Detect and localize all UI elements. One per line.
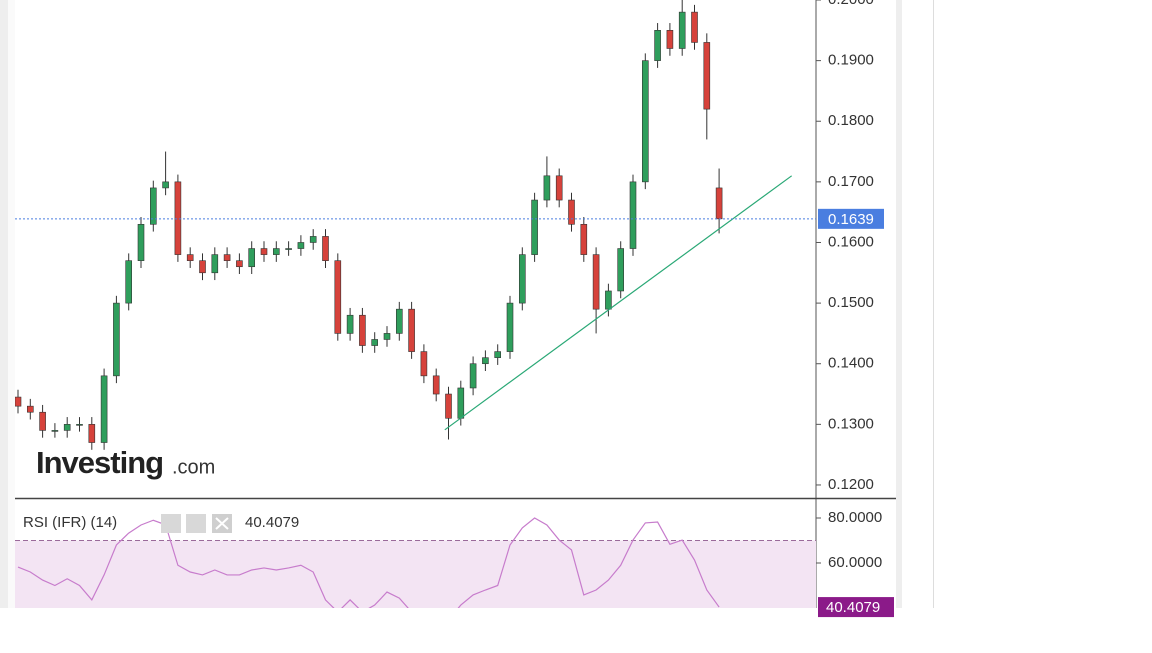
candle-body: [236, 260, 243, 268]
candle-body: [211, 254, 219, 274]
y-tick-label: 80.0000: [828, 509, 882, 526]
candle-body: [309, 236, 317, 243]
candle-body: [26, 405, 34, 413]
candle-body: [654, 30, 661, 61]
candle-body: [432, 375, 440, 395]
candle-body: [371, 339, 379, 346]
y-tick-label: 0.1200: [828, 476, 874, 493]
candle-body: [666, 30, 674, 49]
candle-body: [63, 424, 71, 431]
candle-body: [469, 363, 477, 389]
candle-body: [272, 248, 280, 255]
rsi-legend-value: 40.4079: [245, 514, 299, 531]
axes: 0.1200 0.1300 0.1400 0.1500 0.1600 0.1700 0.18…: [816, 0, 894, 618]
candle-body: [39, 411, 46, 431]
rsi-last-label: 40.4079: [826, 599, 880, 616]
candle-body: [691, 11, 698, 43]
candle-body: [568, 199, 575, 225]
rsi-panel: [15, 517, 816, 608]
candle-body: [494, 351, 502, 358]
rsi-line: [17, 517, 720, 608]
candle-body: [186, 254, 194, 261]
candle-body: [113, 302, 120, 377]
candle-body: [555, 175, 563, 201]
trendline: [444, 175, 793, 431]
candle-body: [248, 248, 255, 268]
candle-body: [445, 393, 452, 419]
right-strip: [896, 0, 902, 608]
gear-icon[interactable]: [186, 514, 206, 533]
candle-body: [199, 260, 206, 274]
candle-body: [506, 302, 514, 352]
watermark-brand: Investing: [36, 445, 163, 480]
candle-body: [531, 199, 538, 255]
candle-body: [88, 424, 96, 443]
candle-body: [715, 187, 723, 220]
y-tick-label: 0.1800: [828, 112, 874, 129]
rsi-band: [15, 540, 816, 608]
candle-body: [76, 424, 83, 426]
candle-body: [518, 254, 526, 304]
candle-body: [617, 248, 625, 292]
candle-body: [162, 181, 169, 189]
left-margin: [8, 0, 15, 608]
candle-body: [125, 260, 132, 304]
close-glyph: [215, 517, 229, 530]
y-tick-label: 60.0000: [828, 554, 882, 571]
settings-icon[interactable]: [161, 514, 181, 533]
last-price-box: [818, 208, 884, 229]
price-panel: [15, 0, 816, 450]
y-tick-label: 0.1400: [828, 355, 874, 372]
candle-body: [15, 396, 22, 407]
candle-body: [51, 430, 59, 432]
candle-body: [543, 175, 551, 201]
candle-body: [285, 248, 292, 250]
last-price-label: 0.1639: [828, 211, 874, 228]
candle-body: [482, 357, 489, 365]
candle-body: [297, 242, 305, 249]
candle-body: [395, 308, 403, 334]
y-tick-label: 0.1600: [828, 233, 874, 250]
candle-body: [150, 187, 157, 225]
candle-body: [100, 375, 108, 443]
candle-body: [678, 11, 686, 49]
y-tick-label: 0.1500: [828, 294, 874, 311]
candle-body: [592, 254, 600, 310]
candle-body: [641, 60, 649, 183]
candle-body: [703, 42, 711, 110]
rsi-legend: RSI (IFR) (14): [23, 514, 117, 531]
rsi-last-box: [818, 597, 894, 618]
candle-body: [334, 260, 342, 334]
candle-body: [383, 333, 391, 340]
left-strip: [0, 0, 8, 608]
candle-body: [260, 248, 268, 255]
candle-body: [457, 387, 465, 419]
candle-body: [346, 314, 354, 334]
watermark-suffix: .com: [172, 456, 215, 478]
candle-body: [605, 290, 612, 310]
candle-body: [137, 223, 145, 261]
y-tick-label: 0.1300: [828, 415, 874, 432]
y-tick-label: 0.1700: [828, 173, 874, 190]
y-tick-label: 0.1900: [828, 52, 874, 69]
candle-body: [174, 181, 182, 255]
candle-body: [359, 314, 366, 346]
candle-body: [322, 236, 329, 261]
candle-body: [629, 181, 637, 249]
candle-body: [408, 308, 415, 352]
candle-body: [420, 351, 428, 377]
candle-body: [223, 254, 231, 261]
candle-body: [580, 223, 588, 255]
